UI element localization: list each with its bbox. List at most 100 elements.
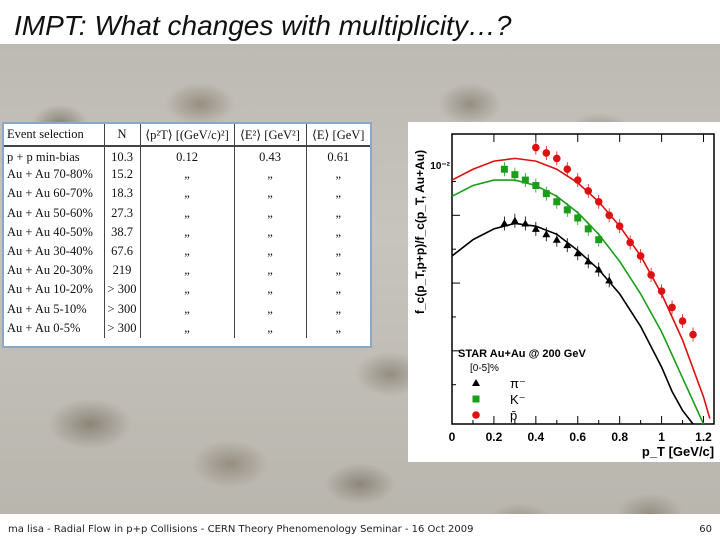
data-point-antiproton <box>689 330 697 339</box>
cell-selection: Au + Au 70-80% <box>4 165 105 185</box>
cell-e: „ <box>335 263 342 278</box>
data-point-pion <box>563 241 572 249</box>
cell-selection: p + p min-bias <box>4 146 105 166</box>
spectra-ratio-plot: 0 0.2 0.4 0.6 0.8 1 1.2 10⁻² p_T [GeV/c] f_c(p_T,… <box>408 122 720 462</box>
legend-marker-pion <box>472 379 480 386</box>
table-row: p + p min-bias 10.3 0.12 0.43 0.61 <box>4 146 370 166</box>
cell-n: 219 <box>104 261 141 281</box>
x-tick-label: 0.8 <box>611 430 628 444</box>
data-point-pion <box>542 230 551 238</box>
data-point-pion <box>552 235 561 243</box>
plot-svg: 0 0.2 0.4 0.6 0.8 1 1.2 10⁻² p_T [GeV/c] f_c(p_T,… <box>413 133 715 459</box>
table-row: Au + Au 70-80% 15.2 „ „ „ <box>4 165 370 185</box>
data-point-pion <box>531 224 540 232</box>
x-tick-label: 1 <box>658 430 665 444</box>
cell-e: „ <box>335 320 342 335</box>
header-event-selection: Event selection <box>4 124 105 147</box>
table-row: Au + Au 60-70% 18.3 „ „ „ <box>4 184 370 204</box>
cell-n: > 300 <box>104 299 141 319</box>
table-row: Au + Au 0-5% > 300 „ „ „ <box>4 318 370 338</box>
cell-e: „ <box>335 167 342 182</box>
data-point-pion <box>605 276 614 284</box>
header-e2: ⟨E²⟩ [GeV²] <box>234 124 307 147</box>
data-point-kaon <box>532 181 540 189</box>
table-row: Au + Au 30-40% 67.6 „ „ „ <box>4 241 370 262</box>
legend-marker-kaon <box>472 395 480 403</box>
table-row: Au + Au 20-30% 219 „ „ „ <box>4 261 370 281</box>
cell-e2: „ <box>234 241 307 262</box>
cell-e2: „ <box>234 318 307 338</box>
page-number: 60 <box>699 524 712 535</box>
cell-n: 67.6 <box>104 241 141 262</box>
data-point-antiproton <box>605 211 613 220</box>
cell-pt2: „ <box>140 184 235 204</box>
data-point-kaon <box>553 198 561 206</box>
event-selection-table: Event selection N ⟨p²T⟩ [(GeV/c)²] ⟨E²⟩ … <box>4 124 370 338</box>
data-point-antiproton <box>563 165 572 174</box>
data-point-kaon <box>500 165 508 173</box>
cell-e2: „ <box>234 222 307 242</box>
cell-e: „ <box>335 244 342 259</box>
cell-pt2: 0.12 <box>140 146 235 166</box>
data-point-kaon <box>595 236 603 244</box>
cell-selection: Au + Au 0-5% <box>4 318 105 338</box>
cell-selection: Au + Au 5-10% <box>4 299 105 319</box>
data-point-antiproton <box>647 271 655 279</box>
annotation-title: STAR Au+Au @ 200 GeV <box>458 348 586 360</box>
cell-pt2: „ <box>140 241 235 262</box>
x-tick-label: 0.6 <box>569 430 586 444</box>
x-tick-label: 0 <box>449 430 456 444</box>
data-point-antiproton <box>657 287 666 295</box>
x-tick-label: 0.2 <box>486 430 503 444</box>
data-point-antiproton <box>542 149 551 157</box>
cell-pt2: „ <box>140 261 235 281</box>
cell-e: „ <box>335 205 342 220</box>
x-tick-label: 1.2 <box>695 430 712 444</box>
data-point-antiproton <box>626 238 634 247</box>
slide-footer: ma lisa - Radial Flow in p+p Collisions … <box>8 524 474 535</box>
cell-selection: Au + Au 10-20% <box>4 280 105 300</box>
cell-e2: 0.43 <box>234 146 307 166</box>
data-point-kaon <box>584 225 592 233</box>
cell-pt2: „ <box>140 299 235 319</box>
legend-label: K⁻ <box>510 392 526 407</box>
data-point-antiproton <box>668 303 676 312</box>
cell-n: 10.3 <box>104 146 141 166</box>
y-axis-label: f_c(p_T,p+p)/f_c(p_T, Au+Au) <box>413 150 427 314</box>
cell-pt2: „ <box>140 165 235 185</box>
data-point-antiproton <box>584 187 593 195</box>
legend-label: p̄ <box>510 408 517 423</box>
data-point-pion <box>510 216 519 224</box>
cell-pt2: „ <box>140 280 235 300</box>
header-e: ⟨E⟩ [GeV] <box>306 124 370 147</box>
data-point-kaon <box>511 171 519 179</box>
table-row: Au + Au 50-60% 27.3 „ „ „ <box>4 203 370 223</box>
annotation-centrality: [0-5]% <box>470 363 499 374</box>
cell-e2: „ <box>234 184 307 204</box>
data-point-antiproton <box>678 317 687 325</box>
legend-marker-antiproton <box>472 411 480 419</box>
plot-frame <box>451 133 715 425</box>
data-point-antiproton <box>532 143 540 152</box>
fit-curve-red-fit <box>451 157 711 419</box>
x-axis-label: p_T [GeV/c] <box>642 444 714 459</box>
legend-label: π⁻ <box>510 376 526 391</box>
cell-e: „ <box>335 186 342 201</box>
data-point-pion <box>500 219 509 227</box>
table-row: Au + Au 40-50% 38.7 „ „ „ <box>4 222 370 242</box>
y-tick-label: 10⁻² <box>430 161 450 172</box>
data-point-kaon <box>563 206 571 214</box>
cell-e: „ <box>335 301 342 316</box>
cell-n: > 300 <box>104 280 141 300</box>
data-point-antiproton <box>636 252 645 260</box>
cell-selection: Au + Au 60-70% <box>4 184 105 204</box>
slide-title: IMPT: What changes with multiplicity…? <box>14 10 512 41</box>
data-point-kaon <box>521 176 529 184</box>
cell-selection: Au + Au 30-40% <box>4 241 105 262</box>
cell-n: 18.3 <box>104 184 141 204</box>
cell-e: „ <box>335 282 342 297</box>
data-point-pion <box>521 219 530 227</box>
x-tick-label: 0.4 <box>527 430 544 444</box>
cell-selection: Au + Au 40-50% <box>4 222 105 242</box>
table-row: Au + Au 5-10% > 300 „ „ „ <box>4 299 370 319</box>
